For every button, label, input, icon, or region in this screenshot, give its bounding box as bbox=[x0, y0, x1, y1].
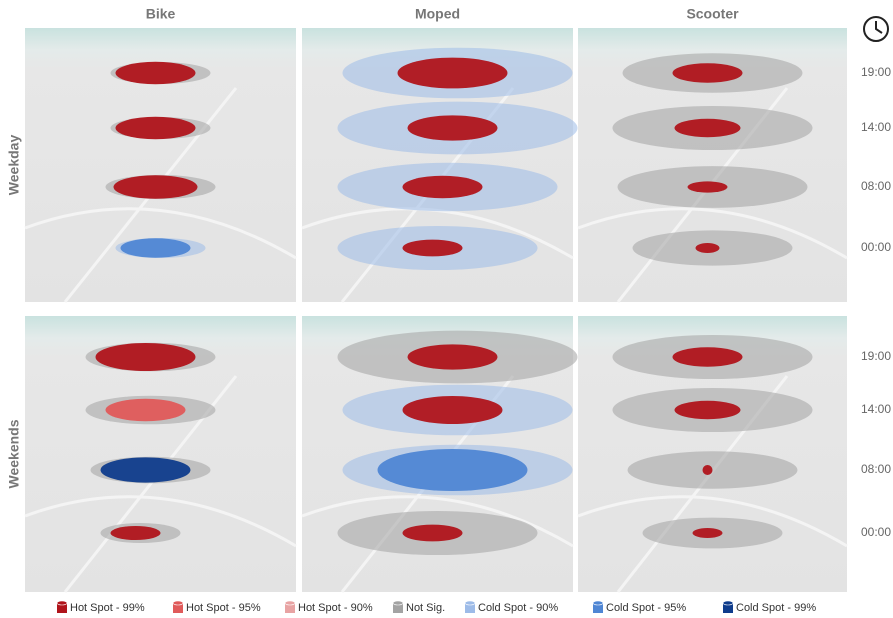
hotspot-cluster bbox=[688, 181, 728, 192]
hotspot-cluster bbox=[116, 117, 196, 139]
hotspot-cluster bbox=[96, 343, 196, 371]
legend-swatch-top bbox=[723, 601, 733, 605]
hotspot-cluster bbox=[403, 525, 463, 542]
hotspot-cluster bbox=[696, 243, 720, 253]
map-panel bbox=[578, 28, 847, 302]
legend-label: Hot Spot - 99% bbox=[70, 602, 145, 614]
hotspot-cluster bbox=[101, 457, 191, 482]
column-header: Scooter bbox=[686, 6, 739, 22]
legend-label: Cold Spot - 95% bbox=[606, 602, 686, 614]
hotspot-cluster bbox=[403, 240, 463, 257]
legend-swatch-top bbox=[393, 601, 403, 605]
row-header: Weekday bbox=[6, 135, 22, 196]
hotspot-cluster bbox=[673, 63, 743, 83]
legend-swatch-top bbox=[57, 601, 67, 605]
legend-swatch-top bbox=[285, 601, 295, 605]
hotspot-cluster bbox=[116, 62, 196, 84]
clock-icon bbox=[864, 17, 888, 41]
legend-swatch-top bbox=[173, 601, 183, 605]
map-panel bbox=[302, 28, 578, 302]
legend-label: Cold Spot - 99% bbox=[736, 602, 816, 614]
hotspot-cluster bbox=[398, 58, 508, 89]
legend-swatch-top bbox=[465, 601, 475, 605]
hotspot-cluster bbox=[121, 238, 191, 258]
map-panel bbox=[25, 316, 296, 592]
hotspot-cluster bbox=[703, 465, 713, 475]
figure: Bike Moped Scooter Weekday 19:00 14:00 08:00 00… bbox=[0, 0, 893, 618]
legend-label: Cold Spot - 90% bbox=[478, 602, 558, 614]
hotspot-cluster bbox=[106, 399, 186, 421]
legend-label: Hot Spot - 95% bbox=[186, 602, 261, 614]
hotspot-cluster bbox=[675, 119, 741, 137]
hotspot-cluster bbox=[673, 347, 743, 367]
legend-label: Not Sig. bbox=[406, 602, 445, 614]
time-label: 00:00 bbox=[861, 240, 891, 254]
hotspot-cluster bbox=[408, 115, 498, 140]
hotspot-cluster bbox=[111, 526, 161, 540]
column-header: Moped bbox=[415, 6, 460, 22]
map-panel bbox=[25, 28, 296, 302]
time-label: 19:00 bbox=[861, 65, 891, 79]
time-label: 08:00 bbox=[861, 462, 891, 476]
hotspot-cluster bbox=[408, 344, 498, 369]
time-label: 14:00 bbox=[861, 120, 891, 134]
hotspot-cluster bbox=[114, 175, 198, 199]
time-label: 08:00 bbox=[861, 179, 891, 193]
hotspot-cluster bbox=[693, 528, 723, 538]
time-label: 19:00 bbox=[861, 349, 891, 363]
hotspot-cluster bbox=[403, 396, 503, 424]
hotspot-cluster bbox=[378, 449, 528, 491]
legend-swatch-top bbox=[593, 601, 603, 605]
time-label: 00:00 bbox=[861, 525, 891, 539]
row-header: Weekends bbox=[6, 419, 22, 488]
time-label: 14:00 bbox=[861, 402, 891, 416]
page: Bike Moped Scooter Weekday 19:00 14:00 08:00 00… bbox=[0, 0, 893, 618]
column-header: Bike bbox=[146, 6, 176, 22]
hotspot-cluster bbox=[675, 401, 741, 419]
map-panel bbox=[578, 316, 847, 592]
legend-label: Hot Spot - 90% bbox=[298, 602, 373, 614]
map-panel bbox=[302, 316, 578, 592]
hotspot-cluster bbox=[403, 176, 483, 198]
